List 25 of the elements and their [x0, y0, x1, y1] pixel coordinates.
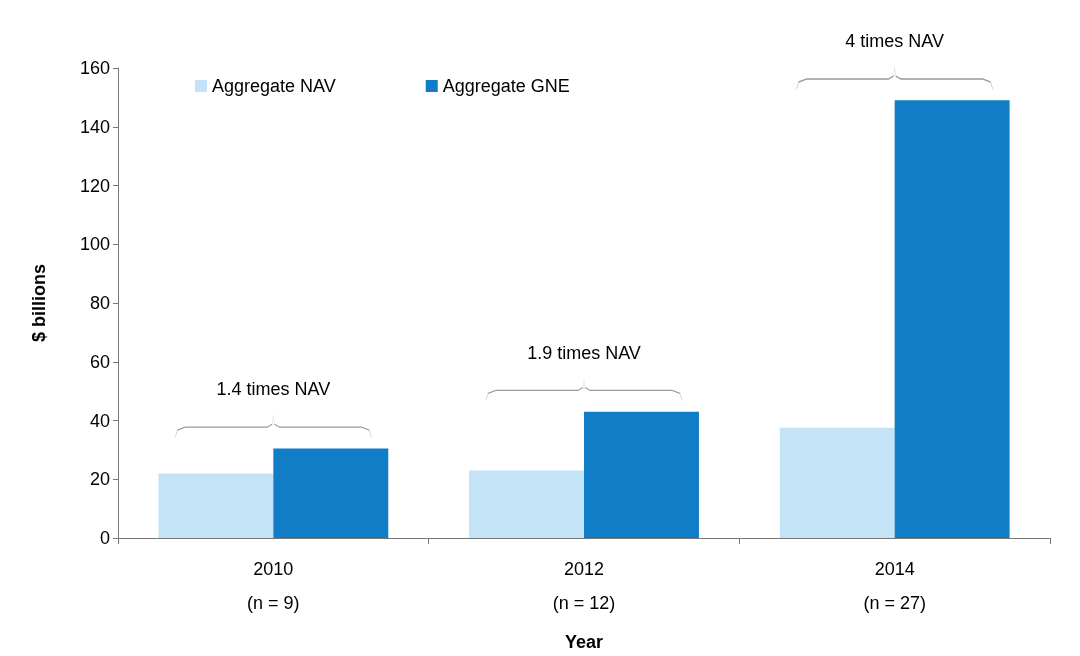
y-tick-label: 80: [89, 293, 110, 313]
text: 4 times NAV: [845, 31, 945, 52]
y-tick-label: 40: [89, 410, 110, 431]
y-tick-label: 120: [79, 175, 110, 196]
y-tick-label: 100: [79, 234, 110, 255]
x-axis-title: Year: [564, 632, 604, 652]
y-tick-label: 140: [79, 116, 110, 137]
annotation: 1.9 times NAV: [527, 342, 641, 363]
annotation: 1.4 times NAV: [216, 379, 331, 400]
y-tick-label: 160: [79, 58, 110, 78]
legend-label: Aggregate NAV: [212, 76, 336, 96]
x-tick-label: 2012 (n = 12): [552, 559, 616, 613]
y-tick-label: 60: [89, 351, 110, 372]
bar: [779, 427, 895, 538]
bar: [469, 470, 584, 538]
x-tick-label: 2010 (n = 9): [247, 559, 300, 613]
bar: [158, 473, 274, 538]
bar: [273, 448, 389, 538]
y-tick-label: 20: [89, 469, 110, 490]
y-axis-title: $ billions: [29, 263, 49, 343]
y-tick-label: 0: [99, 528, 110, 548]
bar: [894, 100, 1010, 538]
bar: [584, 411, 699, 538]
legend-label: Aggregate GNE: [442, 76, 570, 96]
x-tick-label: 2014 (n = 27): [863, 559, 926, 613]
